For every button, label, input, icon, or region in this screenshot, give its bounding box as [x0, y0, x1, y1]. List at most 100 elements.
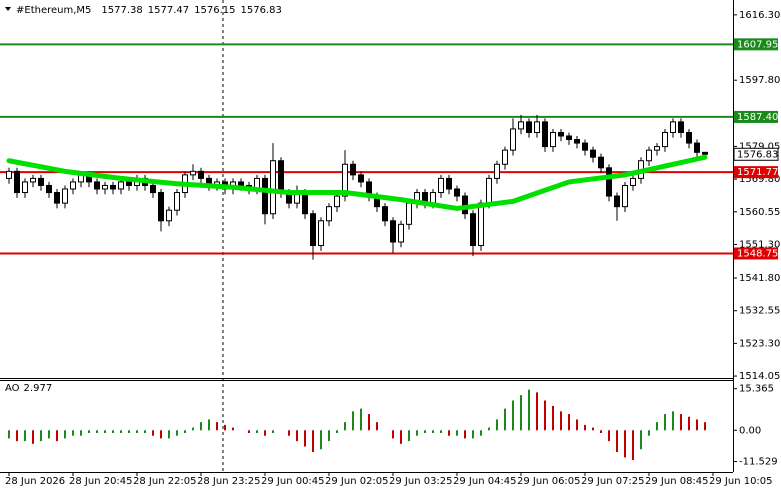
indicator-title: AO 2.977	[5, 383, 52, 394]
candle-body	[406, 202, 412, 225]
candle-body	[342, 163, 348, 197]
candle-body	[326, 206, 332, 222]
candle-body	[502, 149, 508, 165]
x-tick-label: 29 Jun 07:25	[581, 476, 645, 487]
x-tick-label: 29 Jun 02:05	[325, 476, 389, 487]
x-tick-label: 29 Jun 03:25	[389, 476, 453, 487]
level-label: 1548.75	[737, 248, 778, 259]
candle-body	[302, 192, 308, 215]
candle-body	[478, 202, 484, 247]
level-label-bg	[734, 110, 778, 123]
candle-body	[334, 195, 340, 208]
candle-body	[198, 170, 204, 179]
level-label-bg	[734, 38, 778, 51]
candle-body	[118, 181, 124, 190]
candle-body	[454, 188, 460, 197]
candle-body	[382, 206, 388, 222]
candle-body	[494, 163, 500, 179]
candle-body	[390, 220, 396, 243]
candle-body	[566, 135, 572, 141]
candle-body	[270, 160, 276, 215]
header-open: 1577.38	[101, 5, 142, 16]
y-tick-label: 1569.80	[739, 174, 780, 185]
candle-body	[550, 131, 556, 148]
candle-body	[430, 192, 436, 204]
candle-body	[606, 167, 612, 197]
x-tick-label: 29 Jun 06:05	[517, 476, 581, 487]
candle-body	[262, 177, 268, 215]
candle-body	[6, 170, 12, 179]
candle-body	[102, 184, 108, 190]
candle-body	[686, 131, 692, 144]
candle-body	[310, 213, 316, 247]
y-tick-label: 1514.05	[739, 371, 780, 382]
candle-body	[542, 121, 548, 148]
candle-body	[598, 156, 604, 169]
candle-body	[126, 181, 132, 186]
candle-body	[534, 121, 540, 133]
x-tick-label: 28 Jun 22:05	[133, 476, 197, 487]
candle-body	[398, 223, 404, 243]
candle-body	[38, 177, 44, 186]
current-price-bg	[733, 147, 779, 161]
y-tick-label: 1579.05	[739, 141, 780, 152]
candle-body	[614, 195, 620, 208]
candle-body	[350, 163, 356, 176]
candle-body	[150, 184, 156, 194]
candle-body	[470, 213, 476, 247]
y-tick-label: 1523.30	[739, 338, 780, 349]
candle-body	[70, 181, 76, 190]
level-label-bg	[734, 247, 778, 260]
y-tick-label: 1551.30	[739, 239, 780, 250]
candle-body	[582, 142, 588, 151]
moving-average	[6, 154, 708, 211]
x-tick-label: 29 Jun 08:45	[645, 476, 709, 487]
y-tick-label: 15.365	[739, 384, 774, 395]
candle-body	[358, 174, 364, 183]
x-tick-label: 28 Jun 20:45	[69, 476, 133, 487]
candle-body	[662, 131, 668, 148]
y-tick-label: 1597.80	[739, 75, 780, 86]
candle-body	[622, 184, 628, 208]
level-label-bg	[734, 166, 778, 179]
symbol: #Ethereum,M5	[16, 5, 91, 16]
x-tick-label: 29 Jun 10:05	[709, 476, 773, 487]
candle-body	[702, 151, 708, 155]
candle-body	[174, 192, 180, 211]
x-tick-label: 29 Jun 00:45	[261, 476, 325, 487]
candle-body	[694, 142, 700, 153]
header-high: 1577.47	[148, 5, 189, 16]
candle-body	[438, 177, 444, 194]
candle-body	[22, 181, 28, 194]
candle-body	[318, 220, 324, 247]
current-price-label: 1576.83	[737, 149, 778, 160]
level-label: 1607.95	[737, 39, 778, 50]
candle-body	[46, 184, 52, 194]
candle-body	[574, 139, 580, 144]
candle-body	[14, 170, 20, 194]
y-tick-label: 1616.30	[739, 10, 780, 21]
y-tick-label: 1541.80	[739, 273, 780, 284]
candle-body	[30, 177, 36, 183]
x-tick-label: 29 Jun 04:45	[453, 476, 517, 487]
x-tick-label: 28 Jun 23:25	[197, 476, 261, 487]
candle-body	[94, 181, 100, 190]
candle-body	[446, 177, 452, 190]
candle-body	[54, 192, 60, 204]
level-label: 1571.77	[737, 167, 778, 178]
candle-body	[518, 121, 524, 130]
candle-body	[110, 184, 116, 190]
candle-body	[510, 128, 516, 151]
candle-body	[278, 160, 284, 194]
level-label: 1587.40	[737, 112, 778, 123]
candle-body	[670, 121, 676, 133]
y-tick-label: 1532.55	[739, 306, 780, 317]
candle-body	[526, 121, 532, 133]
candle-body	[190, 170, 196, 176]
candle-body	[62, 188, 68, 204]
candle-body	[678, 121, 684, 133]
candle-body	[238, 181, 244, 186]
indicator-value: 2.977	[24, 383, 53, 394]
